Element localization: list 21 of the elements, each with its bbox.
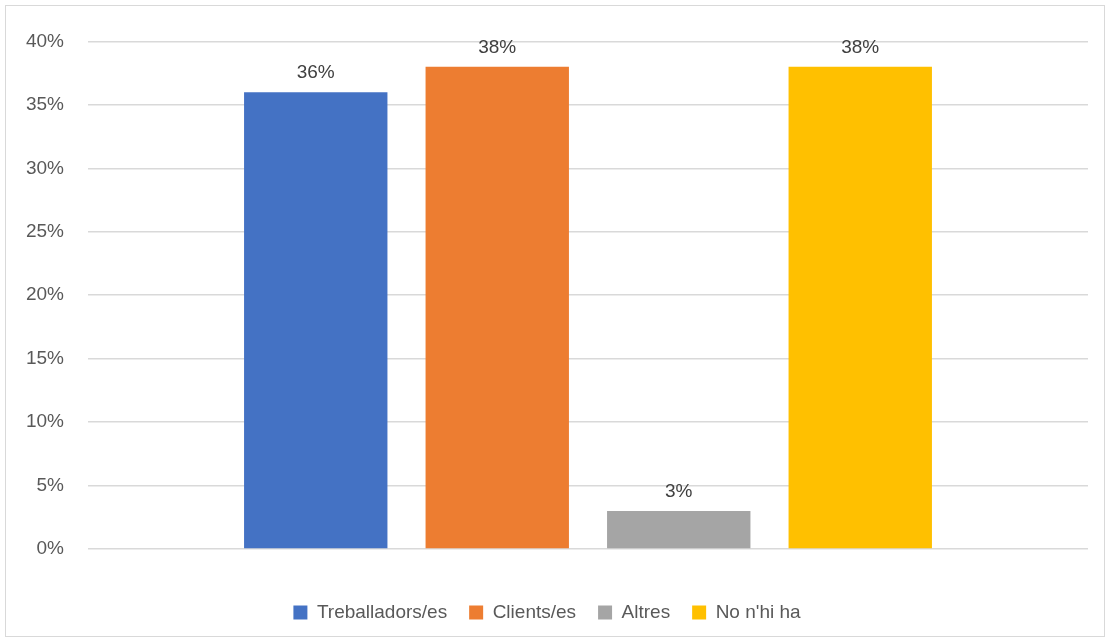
y-tick-label: 30% [25, 156, 65, 178]
y-tick-label: 35% [25, 93, 65, 115]
legend-label: No n'hi ha [715, 600, 802, 622]
y-tick-label: 5% [36, 473, 65, 495]
bar [425, 66, 569, 549]
legend-label: Clients/es [492, 600, 577, 622]
y-tick-label: 40% [25, 29, 65, 51]
y-tick-label: 0% [36, 537, 65, 559]
y-tick-label: 20% [25, 283, 65, 305]
y-tick-label: 15% [25, 346, 65, 368]
y-tick-label: 10% [25, 410, 65, 432]
data-label: 38% [841, 35, 880, 57]
bar [788, 66, 932, 549]
legend-label: Treballadors/es [316, 600, 448, 622]
bar [607, 510, 751, 549]
y-tick-label: 25% [25, 219, 65, 241]
bar [244, 92, 388, 549]
data-label: 38% [478, 35, 517, 57]
legend-label: Altres [621, 600, 671, 622]
data-label: 3% [665, 479, 693, 501]
data-label: 36% [296, 60, 335, 82]
